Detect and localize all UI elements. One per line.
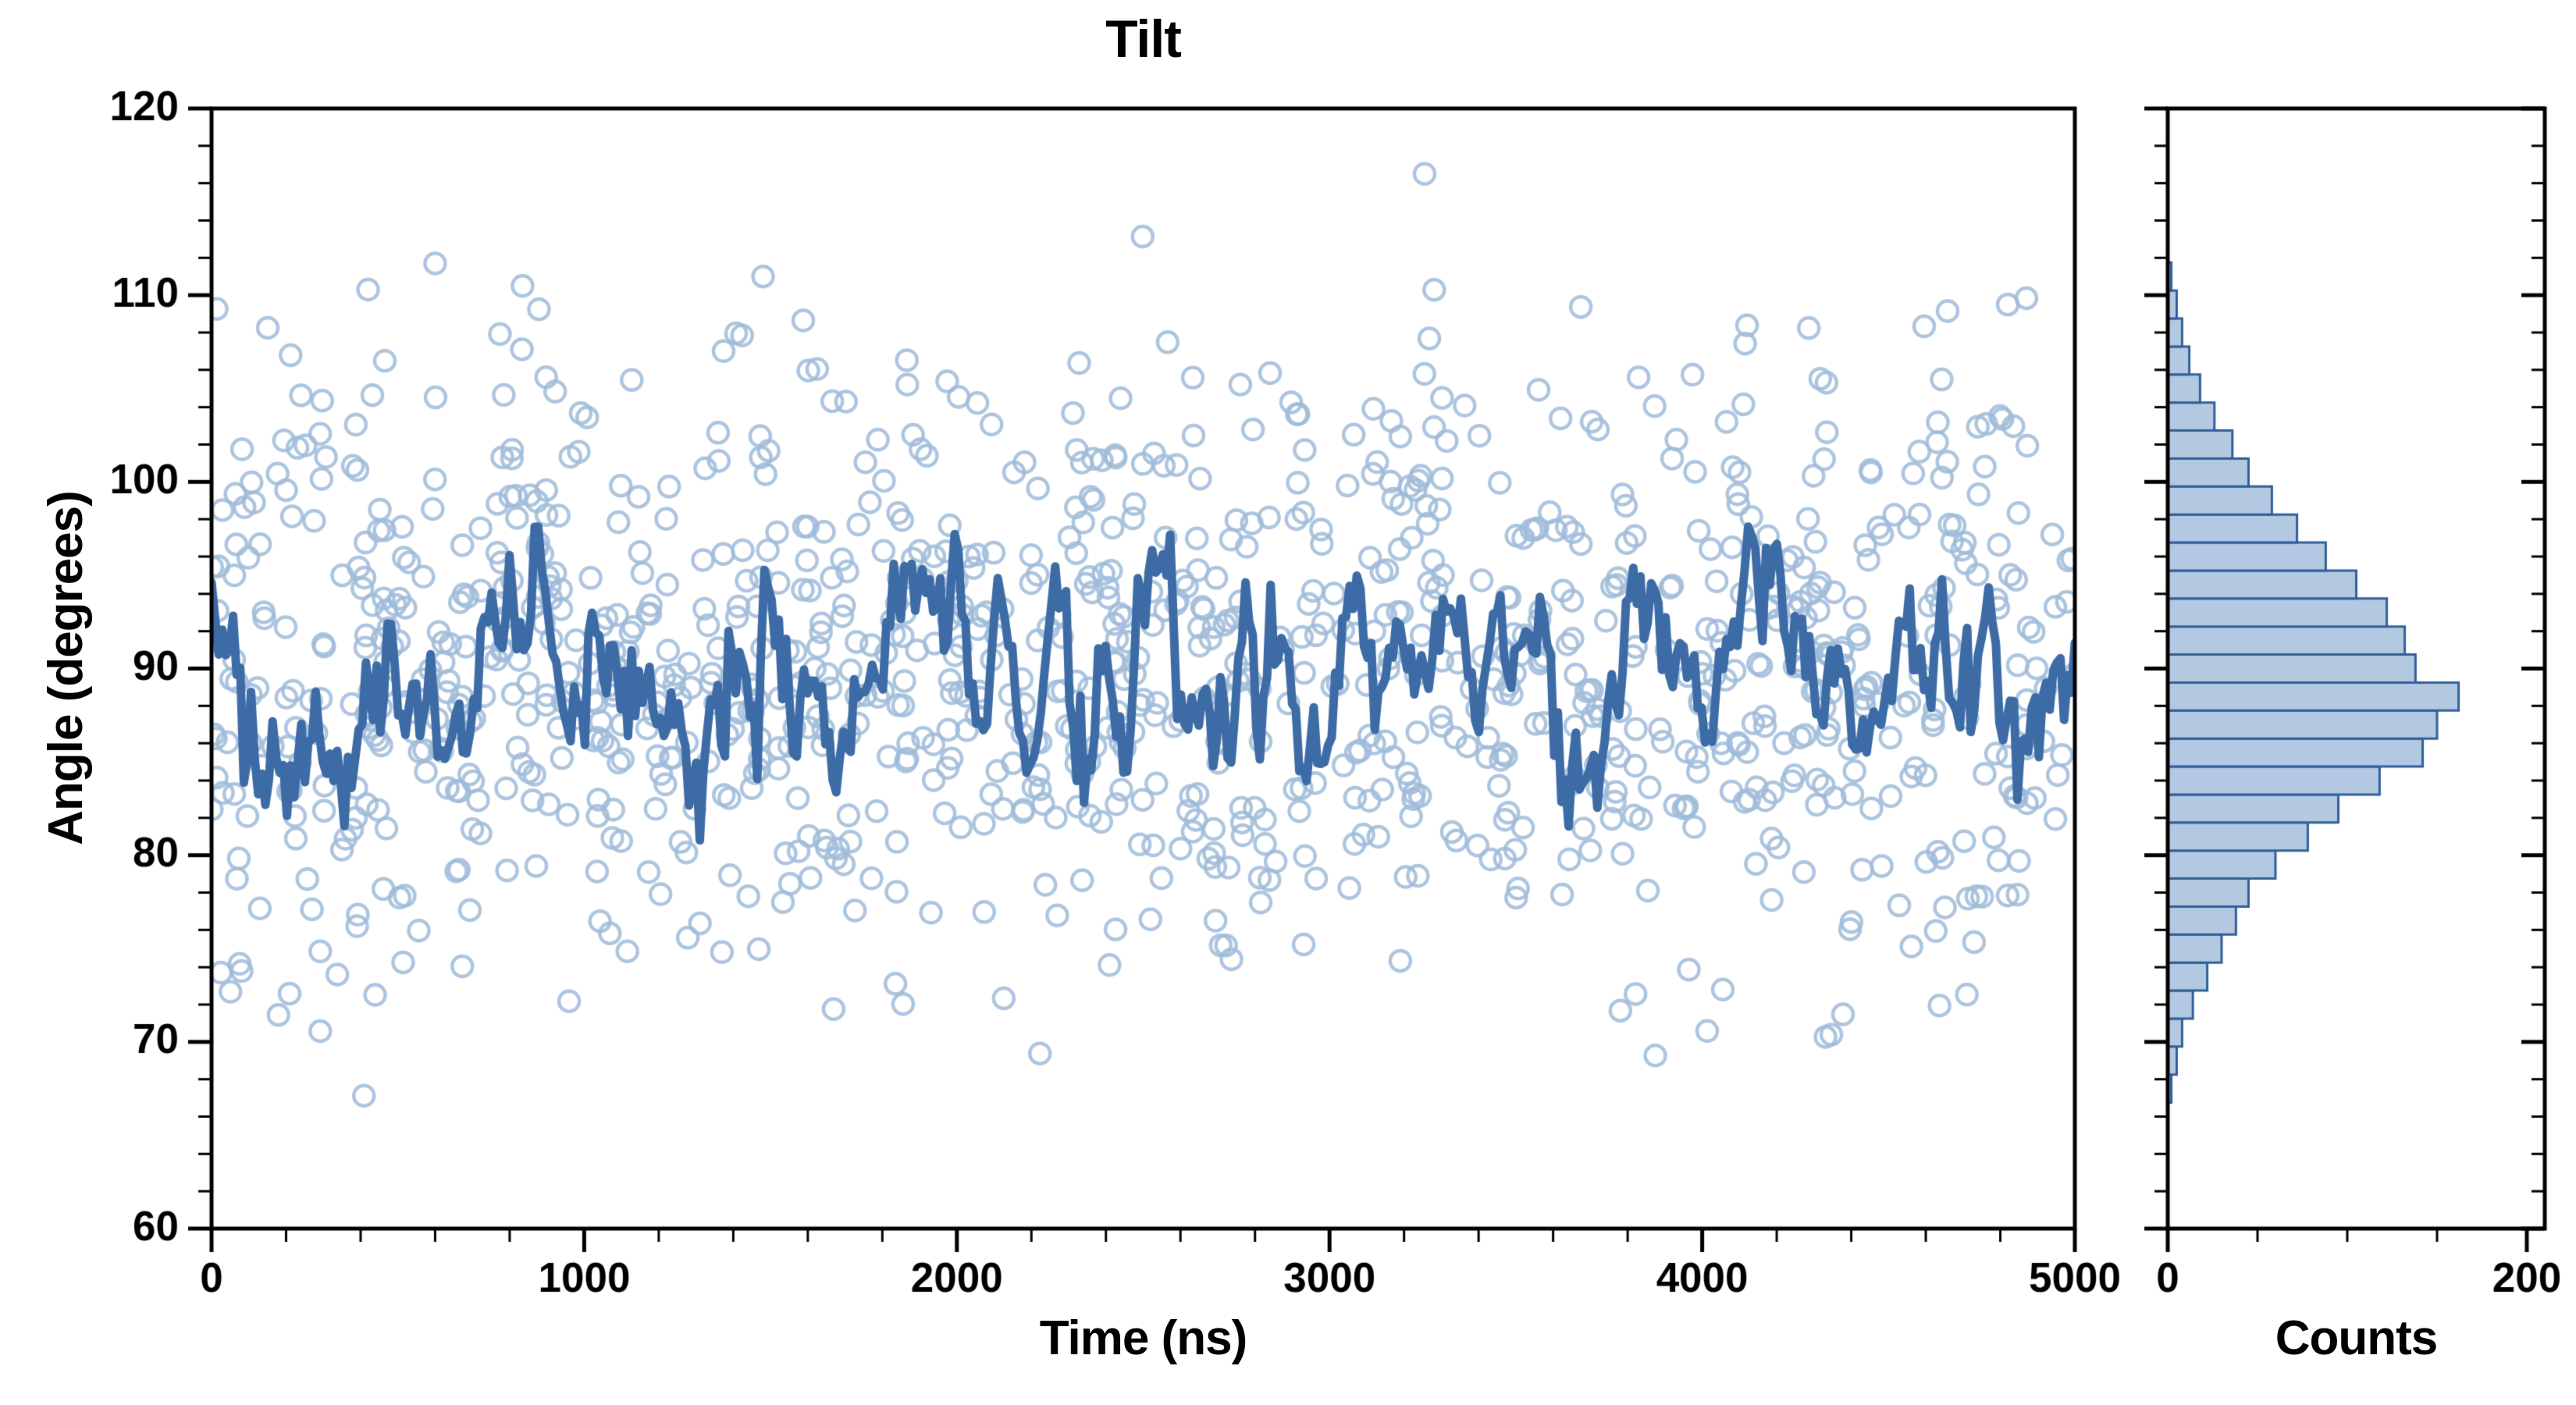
hist-x-axis-label: Counts xyxy=(2275,1311,2439,1365)
chart-title: Tilt xyxy=(1105,9,1182,69)
x-axis-label: Time (ns) xyxy=(1039,1311,1247,1365)
y-axis-label: Angle (degrees) xyxy=(39,491,93,845)
